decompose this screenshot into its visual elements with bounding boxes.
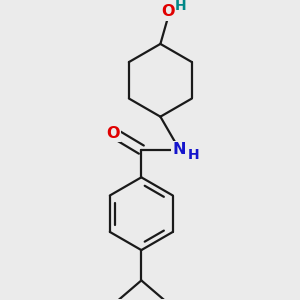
Text: N: N bbox=[173, 142, 186, 157]
Text: H: H bbox=[175, 0, 186, 13]
Text: O: O bbox=[161, 4, 175, 20]
Text: O: O bbox=[106, 126, 119, 141]
Text: H: H bbox=[188, 148, 199, 162]
